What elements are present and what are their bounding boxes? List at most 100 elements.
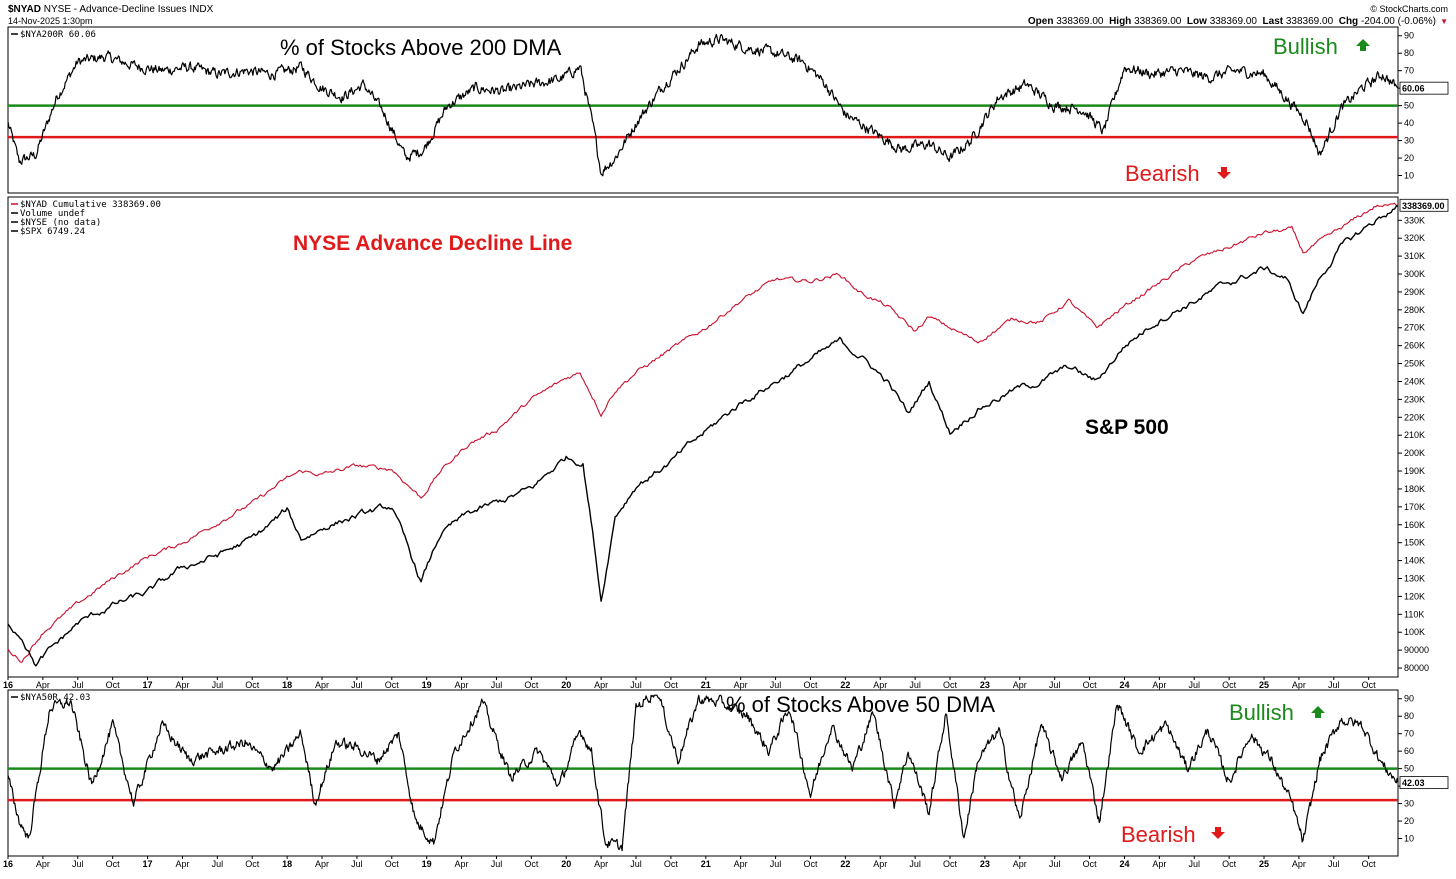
x-tick-label: Oct: [1083, 859, 1098, 869]
last-value: 338369.00: [1285, 16, 1334, 27]
y-tick-label: 280K: [1404, 305, 1425, 315]
y-tick-label: 10: [1404, 171, 1414, 181]
panel-title-adline: NYSE Advance Decline Line: [293, 232, 572, 255]
y-tick-label: 200K: [1404, 448, 1425, 458]
symbol: $NYAD: [8, 4, 41, 15]
x-tick-label: 22: [840, 859, 850, 869]
x-tick-label: Jul: [770, 680, 782, 690]
y-tick-label: 160K: [1404, 520, 1425, 530]
x-tick-label: Oct: [943, 680, 958, 690]
high-label: High: [1109, 16, 1132, 27]
arrow-down-icon: [1217, 167, 1231, 179]
x-tick-label: Oct: [1083, 680, 1098, 690]
x-tick-label: Apr: [36, 680, 50, 690]
y-tick-label: 150K: [1404, 538, 1425, 548]
y-tick-label: 310K: [1404, 251, 1425, 261]
y-tick-label: 40: [1404, 118, 1414, 128]
y-tick-label: 30: [1404, 136, 1414, 146]
x-tick-label: 18: [282, 859, 292, 869]
y-tick-label: 90: [1404, 694, 1414, 704]
x-tick-label: Oct: [1362, 859, 1377, 869]
y-tick-label: 80: [1404, 48, 1414, 58]
x-tick-label: Jul: [351, 859, 363, 869]
y-tick-label: 70: [1404, 66, 1414, 76]
y-tick-label: 110K: [1404, 609, 1424, 619]
x-tick-label: 17: [143, 859, 153, 869]
last-value-label: 338369.00: [1402, 201, 1445, 211]
stockcharts-brand[interactable]: © StockCharts.com: [1370, 4, 1448, 14]
x-tick-label: 24: [1119, 680, 1129, 690]
x-tick-label: Jul: [72, 859, 84, 869]
x-tick-label: Jul: [770, 859, 782, 869]
y-tick-label: 20: [1404, 816, 1414, 826]
bullish-label-bottom: Bullish: [1229, 700, 1294, 725]
low-value: 338369.00: [1209, 16, 1257, 27]
y-tick-label: 70: [1404, 729, 1414, 739]
symbol-description: NYSE - Advance-Decline Issues INDX: [43, 4, 214, 15]
y-tick-label: 10: [1404, 834, 1414, 844]
bearish-label-top: Bearish: [1125, 161, 1200, 186]
x-tick-label: 22: [840, 680, 850, 690]
panel-title-50dma: % of Stocks Above 50 DMA: [726, 692, 995, 717]
x-tick-label: Oct: [803, 680, 818, 690]
y-tick-label: 260K: [1404, 341, 1425, 351]
y-tick-label: 30: [1404, 799, 1414, 809]
x-tick-label: Oct: [1362, 680, 1377, 690]
spx-series: [7, 205, 1399, 667]
annotations: $NYA200R 60.06 $NYAD Cumulative 338369.00…: [11, 30, 1370, 847]
last-label: Last: [1262, 16, 1284, 27]
legend-entry: $NYA50R 42.03: [20, 693, 90, 703]
nya50r-series: [7, 694, 1399, 852]
legend-entry: $NYSE (no data): [20, 218, 101, 228]
bearish-label-bottom: Bearish: [1121, 822, 1196, 847]
x-tick-label: Jul: [1328, 680, 1340, 690]
reference-lines: [8, 104, 1398, 802]
x-tick-label: 24: [1119, 859, 1129, 869]
y-tick-label: 100K: [1404, 627, 1425, 637]
low-label: Low: [1186, 16, 1207, 27]
x-tick-label: Oct: [1222, 680, 1237, 690]
x-tick-label: Jul: [909, 680, 921, 690]
last-value-label: 60.06: [1402, 84, 1425, 94]
x-tick-label: 17: [143, 680, 153, 690]
y-tick-label: 90000: [1404, 645, 1429, 655]
x-tick-label: Jul: [1188, 859, 1200, 869]
last-value-tag: [1399, 198, 1449, 212]
x-tick-label: Jul: [909, 859, 921, 869]
x-tick-label: Jul: [630, 680, 642, 690]
y-tick-label: 180K: [1404, 484, 1425, 494]
open-value: 338369.00: [1056, 16, 1104, 27]
panel-frames: [7, 26, 1399, 857]
x-tick-label: Apr: [734, 680, 748, 690]
x-tick-label: 18: [282, 680, 292, 690]
y-tick-label: 270K: [1404, 323, 1425, 333]
ad-line-series: [7, 202, 1398, 663]
x-tick-label: Apr: [315, 680, 329, 690]
y-tick-label: 250K: [1404, 359, 1425, 369]
x-tick-label: Apr: [1013, 680, 1027, 690]
x-tick-label: Oct: [385, 859, 400, 869]
x-tick-label: Oct: [524, 680, 539, 690]
chg-down-icon: ▼: [1440, 17, 1448, 26]
y-tick-label: 240K: [1404, 376, 1425, 386]
arrow-up-icon: [1311, 706, 1325, 718]
x-tick-label: 23: [980, 859, 990, 869]
x-tick-label: Apr: [873, 680, 887, 690]
axis-labels: 10 20 30 40 50 60 70 80 90 60.06 80000 90000 100K 110…: [3, 31, 1449, 869]
y-tick-label: 190K: [1404, 466, 1425, 476]
x-tick-label: Oct: [664, 680, 679, 690]
y-tick-label: 140K: [1404, 556, 1425, 566]
y-tick-label: 20: [1404, 153, 1414, 163]
x-tick-label: 23: [980, 680, 990, 690]
y-tick-label: 330K: [1404, 215, 1425, 225]
x-tick-label: 16: [3, 680, 13, 690]
panel-frame: [7, 689, 1399, 857]
x-tick-label: Jul: [491, 859, 503, 869]
x-tick-label: Oct: [106, 859, 121, 869]
x-tick-label: Apr: [1292, 859, 1306, 869]
x-tick-label: Apr: [1292, 680, 1306, 690]
x-tick-label: Jul: [1049, 680, 1061, 690]
x-tick-label: 20: [561, 859, 571, 869]
x-tick-label: 25: [1259, 680, 1269, 690]
high-value: 338369.00: [1134, 16, 1182, 27]
